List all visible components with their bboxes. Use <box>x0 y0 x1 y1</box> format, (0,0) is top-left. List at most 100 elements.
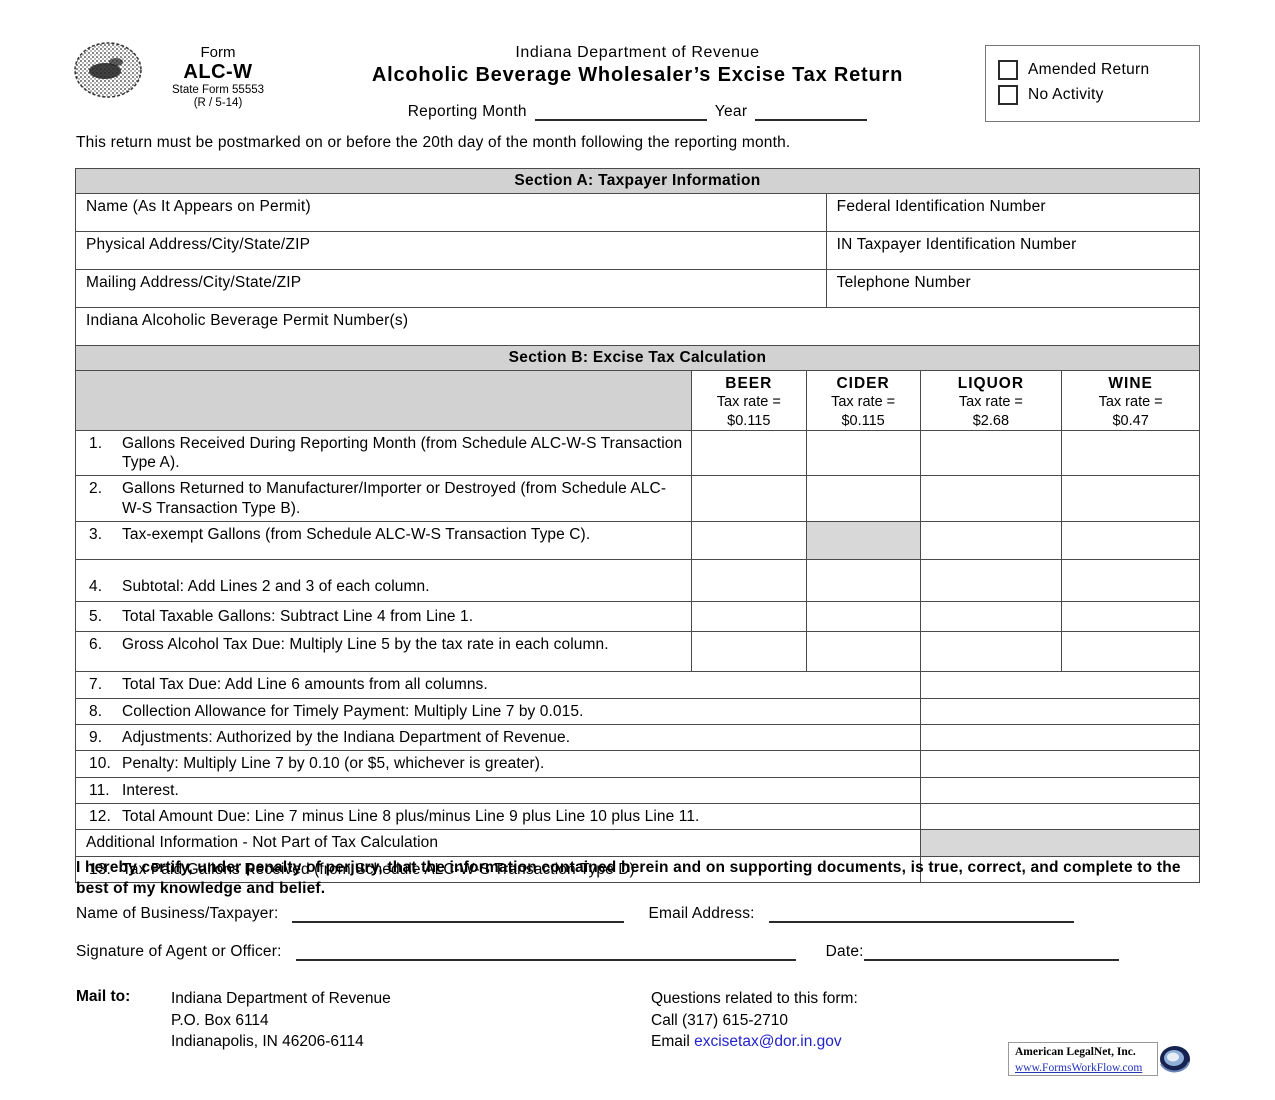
no-activity-row: No Activity <box>998 85 1199 105</box>
line-number: 1. <box>89 434 103 452</box>
line1-label-cell: 1. Gallons Received During Reporting Mon… <box>76 430 692 476</box>
line5-wine-input[interactable] <box>1062 602 1199 632</box>
line5-liquor-input[interactable] <box>920 602 1063 632</box>
name-on-permit-field[interactable]: Name (As It Appears on Permit) <box>76 194 827 231</box>
line-number: 10. <box>89 755 111 773</box>
line1-wine-input[interactable] <box>1062 430 1199 476</box>
table-row: Mailing Address/City/State/ZIP Telephone… <box>76 270 1199 308</box>
cider-rate-label: Tax rate = <box>831 394 896 411</box>
legalnet-globe-icon <box>1157 1044 1193 1079</box>
amended-return-label: Amended Return <box>1028 61 1150 78</box>
email-prefix: Email <box>651 1033 695 1051</box>
cider-rate-value: $0.115 <box>841 412 885 429</box>
line8-label-cell: 8. Collection Allowance for Timely Payme… <box>76 698 921 724</box>
in-taxpayer-id-field[interactable]: IN Taxpayer Identification Number <box>836 236 1077 253</box>
table-row-line1: 1. Gallons Received During Reporting Mon… <box>76 430 1199 477</box>
year-label: Year <box>714 103 748 120</box>
line1-liquor-input[interactable] <box>920 430 1063 476</box>
business-name-field[interactable] <box>292 905 625 923</box>
beer-rate-label: Tax rate = <box>716 394 781 411</box>
line9-amount-input[interactable] <box>920 724 1199 751</box>
reporting-month-field[interactable] <box>534 103 707 121</box>
additional-info-blocked-cell <box>920 830 1199 856</box>
line13-amount-input[interactable] <box>920 856 1199 883</box>
liquor-rate-value: $2.68 <box>972 412 1010 429</box>
line2-cider-input[interactable] <box>806 476 921 522</box>
cider-column-header: CIDER Tax rate = $0.115 <box>807 371 921 430</box>
line6-beer-input[interactable] <box>691 632 807 672</box>
table-row: Physical Address/City/State/ZIP IN Taxpa… <box>76 232 1199 270</box>
line4-beer-input[interactable] <box>691 560 807 602</box>
line8-amount-input[interactable] <box>920 698 1199 724</box>
line-label: Interest. <box>122 781 179 799</box>
header-spacer-cell <box>76 371 692 430</box>
line10-amount-input[interactable] <box>920 751 1199 777</box>
line3-beer-input[interactable] <box>691 522 807 560</box>
federal-id-field[interactable]: Federal Identification Number <box>836 198 1046 215</box>
table-row-line4: 4. Subtotal: Add Lines 2 and 3 of each c… <box>76 560 1199 603</box>
signature-row: Signature of Agent or Officer: Date: <box>76 943 1200 961</box>
line6-liquor-input[interactable] <box>920 632 1063 672</box>
date-label: Date: <box>825 943 864 960</box>
address-line: Indianapolis, IN 46206-6114 <box>171 1033 364 1051</box>
line6-label-cell: 6. Gross Alcohol Tax Due: Multiply Line … <box>76 632 692 672</box>
line12-amount-input[interactable] <box>920 804 1199 830</box>
date-field[interactable] <box>863 943 1119 961</box>
return-type-box: Amended Return No Activity <box>985 45 1200 122</box>
telephone-field[interactable]: Telephone Number <box>836 274 971 291</box>
phone-line: Call (317) 615-2710 <box>651 1011 789 1029</box>
mailing-address-field[interactable]: Mailing Address/City/State/ZIP <box>76 270 827 307</box>
line12-label-cell: 12. Total Amount Due: Line 7 minus Line … <box>76 804 921 830</box>
line2-liquor-input[interactable] <box>920 476 1063 522</box>
line-number: 6. <box>89 636 103 654</box>
line5-cider-input[interactable] <box>806 602 921 632</box>
line-label: Tax-exempt Gallons (from Schedule ALC-W-… <box>122 526 591 544</box>
line-number: 7. <box>89 676 103 694</box>
line-label: Collection Allowance for Timely Payment:… <box>122 702 584 720</box>
line1-beer-input[interactable] <box>691 430 807 476</box>
form-identifier-block: Form ALC-W State Form 55553 (R / 5-14) <box>148 44 288 111</box>
no-activity-checkbox[interactable] <box>998 85 1018 105</box>
title-block: Indiana Department of Revenue Alcoholic … <box>300 44 975 121</box>
line2-label-cell: 2. Gallons Returned to Manufacturer/Impo… <box>76 476 692 522</box>
line-number: 8. <box>89 702 103 720</box>
line-label: Total Taxable Gallons: Subtract Line 4 f… <box>122 607 474 625</box>
line5-beer-input[interactable] <box>691 602 807 632</box>
line3-wine-input[interactable] <box>1062 522 1199 560</box>
line4-wine-input[interactable] <box>1062 560 1199 602</box>
line4-liquor-input[interactable] <box>920 560 1063 602</box>
legalnet-stamp: American LegalNet, Inc. www.FormsWorkFlo… <box>1008 1042 1158 1076</box>
line2-wine-input[interactable] <box>1062 476 1199 522</box>
certification-statement: I hereby certify, under penalty of perju… <box>76 859 1181 897</box>
line2-beer-input[interactable] <box>691 476 807 522</box>
line3-liquor-input[interactable] <box>920 522 1063 560</box>
liquor-column-header: LIQUOR Tax rate = $2.68 <box>921 371 1063 430</box>
excise-tax-email-link[interactable]: excisetax@dor.in.gov <box>694 1033 842 1051</box>
email-address-field[interactable] <box>768 905 1074 923</box>
line4-cider-input[interactable] <box>806 560 921 602</box>
year-field[interactable] <box>755 103 868 121</box>
table-row-line8: 8. Collection Allowance for Timely Payme… <box>76 698 1199 725</box>
line9-label-cell: 9. Adjustments: Authorized by the Indian… <box>76 724 921 751</box>
tax-form-table: Section A: Taxpayer Information Name (As… <box>75 168 1200 884</box>
reporting-period-line: Reporting Month Year <box>300 103 975 121</box>
line-label: Gallons Received During Reporting Month … <box>122 434 683 471</box>
table-row-line10: 10. Penalty: Multiply Line 7 by 0.10 (or… <box>76 751 1199 778</box>
signature-field[interactable] <box>295 943 796 961</box>
line6-cider-input[interactable] <box>806 632 921 672</box>
line7-amount-input[interactable] <box>920 672 1199 698</box>
indiana-state-seal-icon <box>72 40 144 107</box>
liquor-rate-label: Tax rate = <box>958 394 1023 411</box>
legalnet-url-link[interactable]: www.FormsWorkFlow.com <box>1015 1062 1143 1074</box>
form-revision: (R / 5-14) <box>193 97 243 110</box>
state-form-number: State Form 55553 <box>171 84 265 97</box>
line-label: Gallons Returned to Manufacturer/Importe… <box>122 480 667 517</box>
line1-cider-input[interactable] <box>806 430 921 476</box>
business-name-row: Name of Business/Taxpayer: Email Address… <box>76 905 1200 923</box>
line6-wine-input[interactable] <box>1062 632 1199 672</box>
line11-amount-input[interactable] <box>920 777 1199 803</box>
permit-numbers-field[interactable]: Indiana Alcoholic Beverage Permit Number… <box>86 312 409 329</box>
mail-to-label: Mail to: <box>76 988 131 1005</box>
amended-return-checkbox[interactable] <box>998 60 1018 80</box>
physical-address-field[interactable]: Physical Address/City/State/ZIP <box>76 232 827 269</box>
